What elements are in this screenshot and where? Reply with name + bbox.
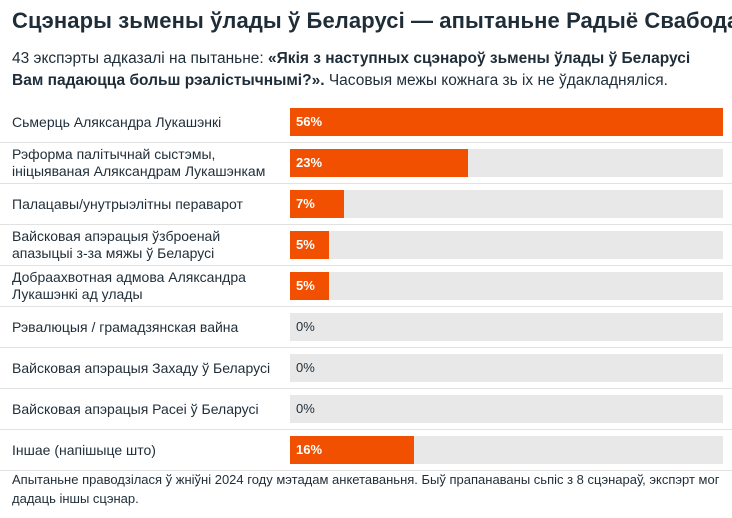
category-label: Добраахвотная адмова Аляксандра Лукашэнк…: [12, 269, 246, 302]
bar-value-label: 5%: [296, 278, 315, 293]
category-label: Палацавы/унутрыэлітны пераварот: [12, 196, 243, 212]
bar: [290, 436, 414, 464]
bar-track: 56%: [290, 108, 723, 136]
bar: [290, 190, 344, 218]
bar-track: 0%: [290, 313, 723, 341]
bar-value-label: 23%: [296, 155, 323, 170]
bar-value-label: 0%: [296, 360, 315, 375]
bar-track: 16%: [290, 436, 723, 464]
category-label: Вайсковая апэрацыя Расеі ў Беларусі: [12, 401, 259, 417]
category-label: Вайсковая апэрацыя ўзброенай апазыцыі з-…: [12, 228, 221, 261]
bar-row: Іншае (напішыце што) 16%: [0, 430, 732, 471]
subtitle-prefix: 43 экспэрты адказалі на пытаньне:: [12, 50, 269, 67]
bar-row: Рэвалюцыя / грамадзянская вайна 0%: [0, 307, 732, 348]
chart-subtitle: 43 экспэрты адказалі на пытаньне: «Якія …: [12, 48, 724, 92]
bar: [290, 231, 329, 259]
bar-value-label: 16%: [296, 442, 323, 457]
category-label: Сьмерць Аляксандра Лукашэнкі: [12, 114, 222, 130]
chart-footnote: Апытаньне праводзілася ў жніўні 2024 год…: [12, 472, 720, 506]
bar-track: 7%: [290, 190, 723, 218]
bar-track: 0%: [290, 395, 723, 423]
bar-row: Вайсковая апэрацыя Захаду ў Беларусі 0%: [0, 348, 732, 389]
subtitle-question: «Якія з наступных сцэнароў зьмены ўлады …: [12, 50, 691, 89]
subtitle-suffix: Часовыя межы кожнага зь іх не ўдакладнял…: [324, 72, 668, 89]
bar-track: 0%: [290, 354, 723, 382]
bar-row: Вайсковая апэрацыя Расеі ў Беларусі 0%: [0, 389, 732, 430]
bar-track: 23%: [290, 149, 723, 177]
bar-row: Вайсковая апэрацыя ўзброенай апазыцыі з-…: [0, 225, 732, 266]
category-label: Вайсковая апэрацыя Захаду ў Беларусі: [12, 360, 271, 376]
bar-value-label: 7%: [296, 196, 315, 211]
bar-row: Добраахвотная адмова Аляксандра Лукашэнк…: [0, 266, 732, 307]
bar-row: Рэформа палітычнай сыстэмы, ініцыяваная …: [0, 143, 732, 184]
bar-value-label: 5%: [296, 237, 315, 252]
category-label: Рэвалюцыя / грамадзянская вайна: [12, 319, 239, 335]
bar: [290, 272, 329, 300]
category-label: Іншае (напішыце што): [12, 442, 156, 458]
bar: [290, 149, 468, 177]
bar: [290, 108, 723, 136]
category-label: Рэформа палітычнай сыстэмы, ініцыяваная …: [12, 146, 266, 179]
bar-value-label: 0%: [296, 401, 315, 416]
bar-row: Палацавы/унутрыэлітны пераварот 7%: [0, 184, 732, 225]
bar-row: Сьмерць Аляксандра Лукашэнкі 56%: [0, 102, 732, 143]
bar-track: 5%: [290, 231, 723, 259]
bar-value-label: 0%: [296, 319, 315, 334]
bar-track: 5%: [290, 272, 723, 300]
bar-value-label: 56%: [296, 114, 323, 129]
chart-title: Сцэнары зьмены ўлады ў Беларусі — апытан…: [12, 8, 732, 33]
